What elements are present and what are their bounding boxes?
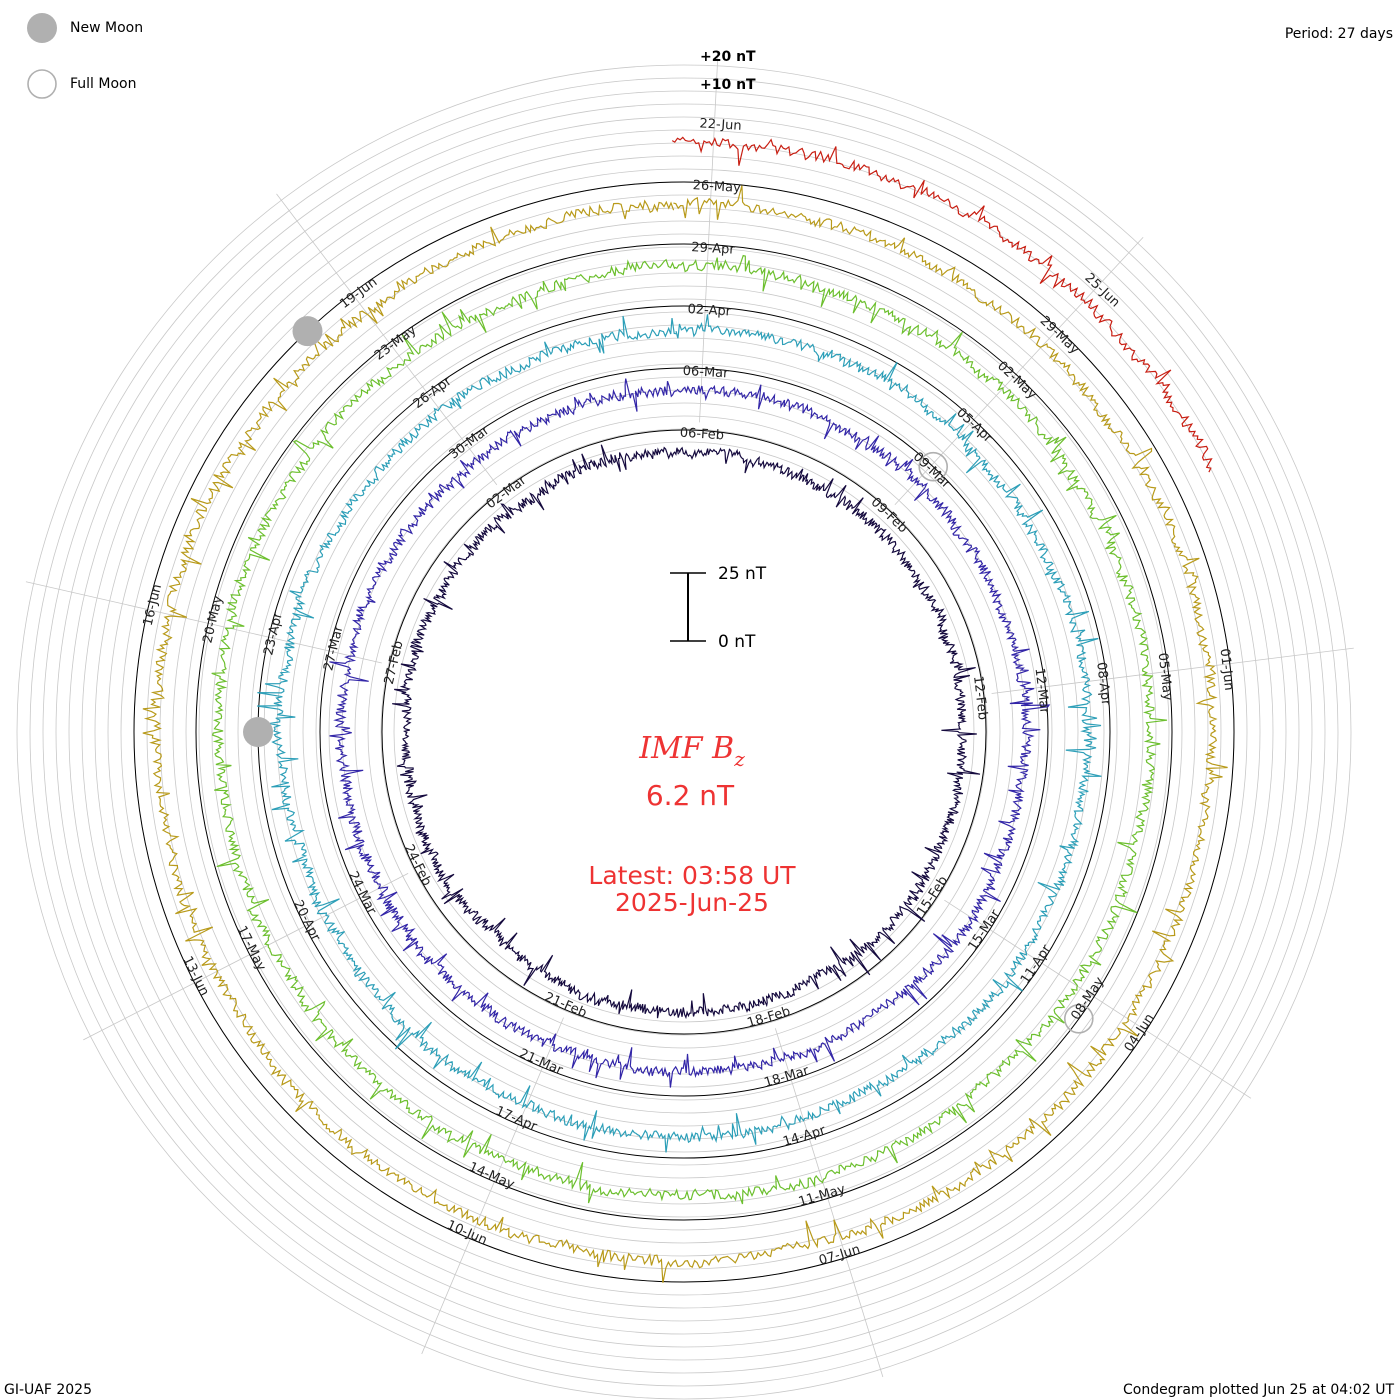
grid-ring: [172, 220, 1196, 1244]
scale-bar: 25 nT 0 nT: [670, 564, 767, 652]
bz-trace-rotation-2: [329, 378, 1051, 1088]
grid-ring: [289, 337, 1079, 1127]
date-label: 15-Mar: [966, 907, 1004, 954]
legend-full-moon-label: Full Moon: [70, 76, 136, 92]
date-label: 12-Feb: [970, 675, 990, 721]
date-labels-rotation-2: 06-Mar09-Mar12-Mar15-Mar18-Mar21-Mar24-M…: [321, 364, 1051, 1091]
date-label: 12-Mar: [1032, 667, 1052, 715]
grid-ring: [198, 246, 1170, 1218]
latest-value: 6.2 nT: [646, 779, 735, 812]
grid-ring: [107, 155, 1261, 1309]
new-moon-marker: [243, 717, 273, 747]
rotation-baseline: [133, 181, 1235, 1283]
grid-ring: [237, 285, 1131, 1179]
date-label: 26-May: [692, 178, 741, 196]
date-label: 20-Apr: [290, 898, 323, 944]
grid-spoke: [421, 1017, 564, 1355]
moon-markers: [243, 316, 1094, 1034]
date-label: 05-May: [1155, 652, 1175, 702]
date-label: 21-Feb: [542, 990, 589, 1021]
grid-ring: [55, 103, 1313, 1361]
grid-ring: [367, 415, 1001, 1049]
grid-ring: [393, 441, 975, 1023]
date-label: 06-Feb: [679, 426, 724, 444]
period-label: Period: 27 days: [1285, 26, 1393, 42]
grid-ring: [120, 168, 1248, 1296]
rotation-baseline: [381, 429, 987, 1035]
grid-ring: [29, 77, 1339, 1387]
bz-trace-rotation-3: [257, 314, 1102, 1153]
date-label: 27-Feb: [382, 639, 407, 686]
quantity-subscript: z: [733, 747, 745, 771]
date-label: 05-Apr: [953, 405, 995, 446]
grid-ring: [380, 428, 988, 1036]
grid-spoke: [699, 57, 719, 423]
grid-ring: [341, 389, 1027, 1075]
new-moon-icon: [27, 13, 57, 43]
date-label: 09-Feb: [868, 495, 910, 536]
date-label: 02-Apr: [687, 302, 732, 320]
bz-traces: [142, 136, 1228, 1283]
date-label: 23-Apr: [261, 610, 286, 656]
rotation-baseline: [195, 243, 1173, 1221]
quantity-title: IMF B: [638, 731, 734, 766]
full-moon-marker: [1064, 1003, 1094, 1034]
rotation-baselines: [133, 181, 1235, 1283]
legend: New Moon Full Moon: [27, 13, 143, 99]
bz-trace-rotation-1: [392, 444, 981, 1020]
rotation-baseline: [319, 367, 1049, 1097]
grid-spoke: [276, 193, 498, 486]
grid-ring: [42, 90, 1326, 1374]
grid-spoke: [991, 647, 1354, 694]
full-moon-icon: [27, 69, 57, 99]
credit-label: GI-UAF 2025: [4, 1382, 92, 1398]
date-label: 22-Jun: [699, 116, 742, 133]
grid-ring: [81, 129, 1287, 1335]
legend-new-moon-label: New Moon: [70, 20, 143, 36]
grid-ring: [302, 350, 1066, 1114]
grid-ring: [185, 233, 1183, 1231]
new-moon-marker: [292, 316, 323, 347]
ring-scale-label-top: +20 nT: [700, 49, 756, 65]
latest-time: Latest: 03:58 UT: [588, 861, 796, 890]
bz-trace-rotation-5: [142, 185, 1228, 1283]
grid-spoke: [83, 873, 409, 1041]
date-label: 18-Mar: [763, 1063, 812, 1091]
grid-ring: [328, 376, 1040, 1088]
date-label: 20-May: [200, 594, 226, 645]
date-label: 11-May: [797, 1182, 848, 1210]
bz-trace-rotation-4: [211, 254, 1168, 1205]
grid-ring: [224, 272, 1144, 1192]
grid-ring: [16, 64, 1352, 1400]
scale-bar-bottom-label: 0 nT: [718, 632, 756, 652]
date-label: 02-May: [994, 359, 1039, 403]
radial-spokes: [25, 57, 1354, 1378]
scale-bar-top-label: 25 nT: [718, 564, 767, 584]
center-title: IMF Bz 6.2 nT Latest: 03:58 UT 2025-Jun-…: [588, 731, 796, 917]
date-label: 01-Jun: [1217, 648, 1237, 692]
date-label: 16-Jun: [141, 583, 165, 628]
plotted-label: Condegram plotted Jun 25 at 04:02 UT: [1123, 1382, 1394, 1398]
date-label: 21-Mar: [517, 1046, 566, 1078]
date-label: 29-Apr: [691, 240, 736, 258]
grid-ring: [68, 116, 1300, 1348]
grid-ring: [94, 142, 1274, 1322]
bz-trace-rotation-6: [671, 136, 1213, 473]
date-label: 08-Apr: [1093, 661, 1113, 707]
grid-ring: [159, 207, 1209, 1257]
grid-spoke: [25, 581, 382, 664]
grid-ring: [211, 259, 1157, 1205]
date-label: 04-Jun: [1122, 1011, 1158, 1055]
full-moon-marker: [918, 451, 949, 482]
grid-spoke: [944, 899, 1252, 1099]
grid-spoke: [774, 1028, 884, 1378]
grid-spoke: [894, 236, 1144, 506]
date-label: 06-Mar: [682, 364, 729, 382]
latest-date: 2025-Jun-25: [615, 888, 769, 917]
svg-text:IMF Bz: IMF Bz: [638, 731, 745, 771]
ring-scale-label-second: +10 nT: [700, 77, 756, 93]
grid-ring: [315, 363, 1053, 1101]
